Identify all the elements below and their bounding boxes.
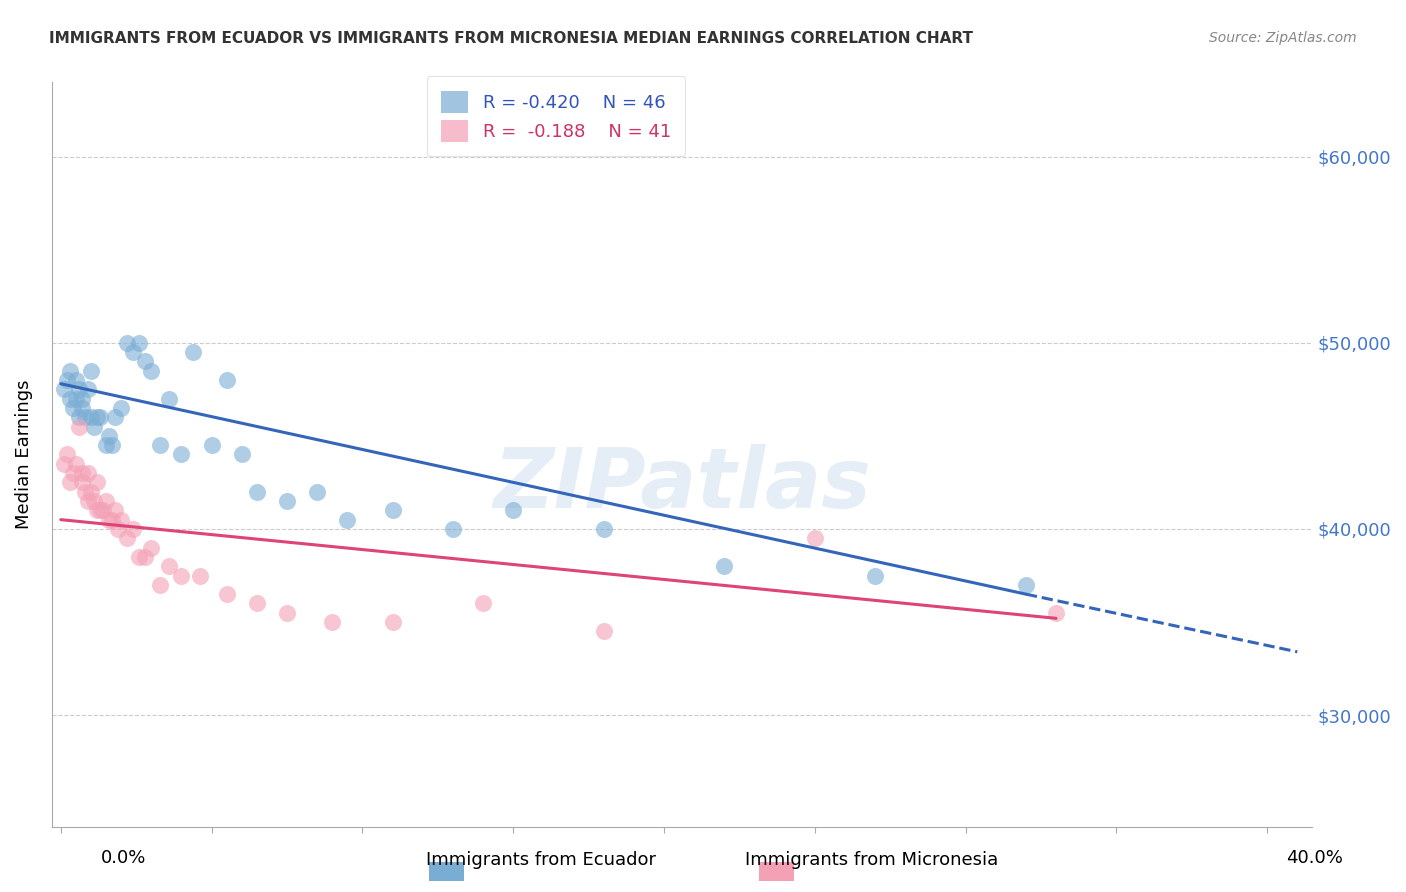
- Point: [170, 448, 193, 462]
- Point: [321, 615, 343, 629]
- Point: [141, 364, 163, 378]
- Point: [91, 503, 114, 517]
- Point: [307, 484, 329, 499]
- Point: [134, 549, 156, 564]
- Point: [56, 373, 79, 387]
- Point: [215, 587, 238, 601]
- Point: [70, 392, 93, 406]
- Point: [122, 522, 145, 536]
- Point: [592, 624, 614, 639]
- Point: [246, 484, 269, 499]
- Point: [80, 484, 103, 499]
- Point: [98, 429, 121, 443]
- Point: [70, 475, 93, 490]
- Point: [56, 448, 79, 462]
- Point: [52, 457, 75, 471]
- Point: [472, 596, 495, 610]
- Point: [62, 401, 84, 415]
- Point: [80, 410, 103, 425]
- Point: [104, 503, 127, 517]
- Point: [86, 503, 108, 517]
- Point: [67, 419, 90, 434]
- Point: [80, 364, 103, 378]
- Point: [141, 541, 163, 555]
- Point: [94, 494, 117, 508]
- Point: [70, 401, 93, 415]
- Point: [149, 438, 172, 452]
- Text: 40.0%: 40.0%: [1286, 849, 1343, 867]
- Point: [1045, 606, 1067, 620]
- Point: [65, 373, 87, 387]
- Point: [592, 522, 614, 536]
- Point: [98, 513, 121, 527]
- Point: [441, 522, 464, 536]
- Point: [107, 522, 129, 536]
- Text: Immigrants from Micronesia: Immigrants from Micronesia: [745, 851, 998, 869]
- Point: [381, 615, 404, 629]
- Point: [67, 382, 90, 396]
- Point: [101, 438, 124, 452]
- Point: [83, 494, 105, 508]
- Point: [200, 438, 222, 452]
- Point: [115, 531, 138, 545]
- Text: ZIPatlas: ZIPatlas: [494, 444, 870, 524]
- Text: IMMIGRANTS FROM ECUADOR VS IMMIGRANTS FROM MICRONESIA MEDIAN EARNINGS CORRELATIO: IMMIGRANTS FROM ECUADOR VS IMMIGRANTS FR…: [49, 31, 973, 46]
- Point: [73, 484, 96, 499]
- Point: [104, 410, 127, 425]
- Point: [65, 392, 87, 406]
- Point: [62, 466, 84, 480]
- Point: [157, 392, 180, 406]
- Point: [170, 568, 193, 582]
- Point: [1015, 578, 1038, 592]
- Point: [381, 503, 404, 517]
- Point: [89, 410, 111, 425]
- Point: [134, 354, 156, 368]
- Point: [101, 513, 124, 527]
- Point: [713, 559, 735, 574]
- Point: [59, 364, 82, 378]
- Point: [115, 335, 138, 350]
- Text: Immigrants from Ecuador: Immigrants from Ecuador: [426, 851, 657, 869]
- Point: [59, 392, 82, 406]
- Point: [52, 382, 75, 396]
- Point: [67, 410, 90, 425]
- Point: [276, 606, 298, 620]
- Point: [77, 466, 100, 480]
- Point: [336, 513, 359, 527]
- Point: [246, 596, 269, 610]
- Point: [231, 448, 253, 462]
- Point: [863, 568, 886, 582]
- Point: [110, 401, 132, 415]
- Point: [70, 466, 93, 480]
- Point: [128, 335, 150, 350]
- Point: [157, 559, 180, 574]
- Text: 0.0%: 0.0%: [101, 849, 146, 867]
- Point: [128, 549, 150, 564]
- Point: [77, 382, 100, 396]
- Text: Source: ZipAtlas.com: Source: ZipAtlas.com: [1209, 31, 1357, 45]
- Point: [110, 513, 132, 527]
- Point: [94, 438, 117, 452]
- Point: [86, 410, 108, 425]
- Point: [183, 345, 205, 359]
- Point: [215, 373, 238, 387]
- Y-axis label: Median Earnings: Median Earnings: [15, 380, 32, 529]
- Point: [276, 494, 298, 508]
- Point: [73, 410, 96, 425]
- Point: [86, 475, 108, 490]
- Point: [188, 568, 211, 582]
- Point: [77, 494, 100, 508]
- Point: [65, 457, 87, 471]
- Point: [89, 503, 111, 517]
- Point: [803, 531, 825, 545]
- Legend: R = -0.420    N = 46, R =  -0.188    N = 41: R = -0.420 N = 46, R = -0.188 N = 41: [426, 77, 685, 156]
- Point: [502, 503, 524, 517]
- Point: [83, 419, 105, 434]
- Point: [122, 345, 145, 359]
- Point: [149, 578, 172, 592]
- Point: [59, 475, 82, 490]
